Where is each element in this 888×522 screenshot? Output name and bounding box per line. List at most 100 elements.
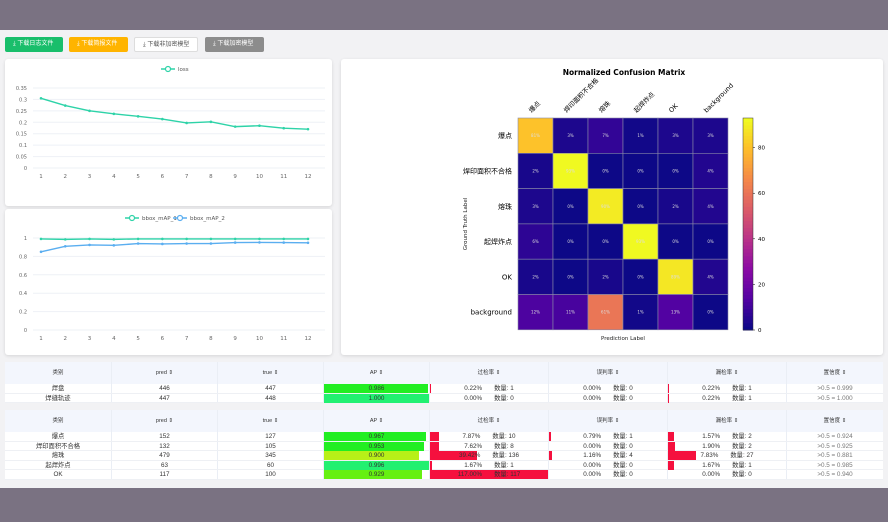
data-point bbox=[63, 104, 67, 107]
ap-bar bbox=[324, 441, 425, 451]
data-point bbox=[258, 241, 261, 244]
count-value: 1 bbox=[510, 385, 514, 392]
column-header[interactable]: AP ⇕ bbox=[324, 362, 430, 384]
data-point bbox=[63, 238, 67, 241]
column-label: 起焊炸点 bbox=[632, 89, 657, 114]
colorbar-frame bbox=[742, 117, 754, 331]
cell-value: 0% bbox=[672, 168, 679, 173]
count-label: 数量: bbox=[613, 385, 628, 392]
count-label: 数量: bbox=[613, 394, 628, 402]
download-button-3[interactable]: ⤓ 下载加密模型 bbox=[205, 37, 264, 52]
cell-value: 13% bbox=[671, 310, 680, 315]
column-header[interactable]: 误判率 ⇕ bbox=[549, 410, 668, 432]
matrix-cell bbox=[692, 258, 729, 295]
pred-count: 132 bbox=[159, 442, 170, 450]
data-point bbox=[161, 117, 164, 121]
misjudge-rate: 0.00% bbox=[583, 461, 602, 469]
column-header[interactable]: 漏检率 ⇕ bbox=[668, 362, 787, 384]
miss-rate: 1.90% bbox=[702, 442, 721, 450]
column-header[interactable]: 过检率 ⇕ bbox=[430, 362, 549, 384]
ap-value: 0.953 bbox=[368, 442, 385, 450]
row-label: 爆点 bbox=[498, 131, 512, 140]
class-name: 焊盘 bbox=[51, 385, 65, 392]
colorbar-segment bbox=[743, 308, 753, 313]
colorbar-segment bbox=[743, 266, 753, 271]
column-header[interactable]: pred ⇕ bbox=[112, 362, 218, 384]
column-header[interactable]: AP ⇕ bbox=[324, 410, 430, 432]
button-label: 下载加密模型 bbox=[217, 41, 254, 47]
data-point bbox=[306, 237, 310, 241]
colorbar-segment bbox=[743, 118, 753, 123]
legend-marker bbox=[176, 214, 184, 222]
colorbar-segment bbox=[743, 121, 753, 126]
x-tick-label: 7 bbox=[185, 336, 189, 342]
cell-value: 11% bbox=[566, 310, 575, 315]
colorbar-segment bbox=[743, 128, 753, 133]
colorbar-segment bbox=[743, 146, 753, 151]
column-header[interactable]: true ⇕ bbox=[218, 362, 324, 384]
column-header[interactable]: 误判率 ⇕ bbox=[549, 362, 668, 384]
count-label: 数量: bbox=[492, 433, 507, 440]
count-label: 数量: bbox=[732, 394, 747, 402]
misjudge-rate: 0.00% bbox=[583, 394, 602, 402]
true-count: 448 bbox=[265, 394, 276, 402]
matrix-cell bbox=[622, 258, 659, 295]
colorbar-segment bbox=[743, 188, 753, 193]
download-button-0[interactable]: ⤓ 下载日志文件 bbox=[5, 37, 63, 52]
legend-label: bbox_mAP_2 bbox=[190, 216, 225, 222]
column-header[interactable]: 置信度 ⇕ bbox=[823, 370, 847, 376]
ap-value: 0.929 bbox=[368, 471, 385, 478]
button-label: 下载简报文件 bbox=[81, 41, 118, 47]
y-tick-label: 0.2 bbox=[19, 120, 27, 126]
data-point bbox=[39, 237, 43, 241]
overdetect-bar bbox=[430, 432, 440, 441]
colorbar-segment bbox=[743, 298, 753, 303]
column-header[interactable]: 漏检率 ⇕ bbox=[668, 410, 787, 432]
column-header[interactable]: true ⇕ bbox=[218, 410, 324, 432]
count-label: 数量: bbox=[613, 471, 628, 478]
cell-value: 1% bbox=[637, 133, 644, 138]
ap-value: 0.967 bbox=[368, 433, 385, 440]
column-header[interactable]: 过检率 ⇕ bbox=[430, 410, 549, 432]
x-tick-label: 8 bbox=[209, 174, 213, 180]
button-label: 下载非加密模型 bbox=[147, 42, 190, 48]
x-tick-label: 12 bbox=[305, 336, 312, 342]
cell-value: 0% bbox=[567, 274, 574, 279]
count-value: 117 bbox=[510, 471, 521, 478]
colorbar-tick-label: 60 bbox=[758, 191, 765, 197]
count-label: 数量: bbox=[732, 471, 747, 478]
column-header[interactable]: 置信度 ⇕ bbox=[823, 418, 847, 424]
matrix-cell bbox=[552, 258, 589, 295]
metrics-table-2: 类别 pred ⇕ true ⇕ AP ⇕ 过检率 ⇕ 误判率 ⇕ 漏检率 ⇕ 置信度 ⇕ 爆点… bbox=[5, 410, 883, 480]
cell-value: 2% bbox=[672, 204, 679, 209]
count-label: 数量: bbox=[613, 442, 628, 450]
count-label: 数量: bbox=[494, 471, 509, 478]
legend-marker bbox=[164, 65, 172, 73]
x-tick-label: 1 bbox=[39, 174, 43, 180]
y-tick-label: 0.6 bbox=[19, 273, 27, 279]
table-row: 焊盘 446 447 0.986 0.22% 数量: 1 0.00% 数量: 0 0.22% 数量… bbox=[5, 384, 883, 394]
colorbar-segment bbox=[743, 178, 753, 183]
download-button-1[interactable]: ⤓ 下载简报文件 bbox=[69, 37, 128, 52]
cell-value: 3% bbox=[672, 133, 679, 138]
table-row: 焊印面积不合格 132 105 0.953 7.62% 数量: 8 0.00% 数量: 0 1.… bbox=[5, 441, 883, 451]
matrix-cell bbox=[587, 153, 624, 189]
data-point bbox=[282, 241, 286, 244]
miss-rate: 7.83% bbox=[700, 452, 719, 459]
column-header: 类别 bbox=[5, 362, 112, 384]
download-button-2[interactable]: ⤓ 下载非加密模型 bbox=[134, 37, 198, 52]
count-label: 数量: bbox=[492, 452, 507, 459]
data-point bbox=[136, 115, 140, 118]
cell-value: 1% bbox=[637, 310, 644, 315]
table-row: OK 117 100 0.929 117.00% 数量: 117 0.00% 数量: 0 0.0… bbox=[5, 470, 883, 480]
column-header[interactable]: pred ⇕ bbox=[112, 410, 218, 432]
confidence: >0.5 = 0.940 bbox=[817, 471, 853, 478]
row-label: 熔珠 bbox=[498, 202, 512, 211]
column-label: 焊印面积不合格 bbox=[562, 76, 601, 115]
count-label: 数量: bbox=[732, 442, 747, 450]
true-count: 447 bbox=[265, 385, 276, 392]
y-tick-label: 0.2 bbox=[19, 310, 27, 316]
matrix-cell bbox=[657, 153, 694, 189]
pred-count: 152 bbox=[159, 433, 170, 440]
cell-value: 81% bbox=[531, 133, 540, 138]
